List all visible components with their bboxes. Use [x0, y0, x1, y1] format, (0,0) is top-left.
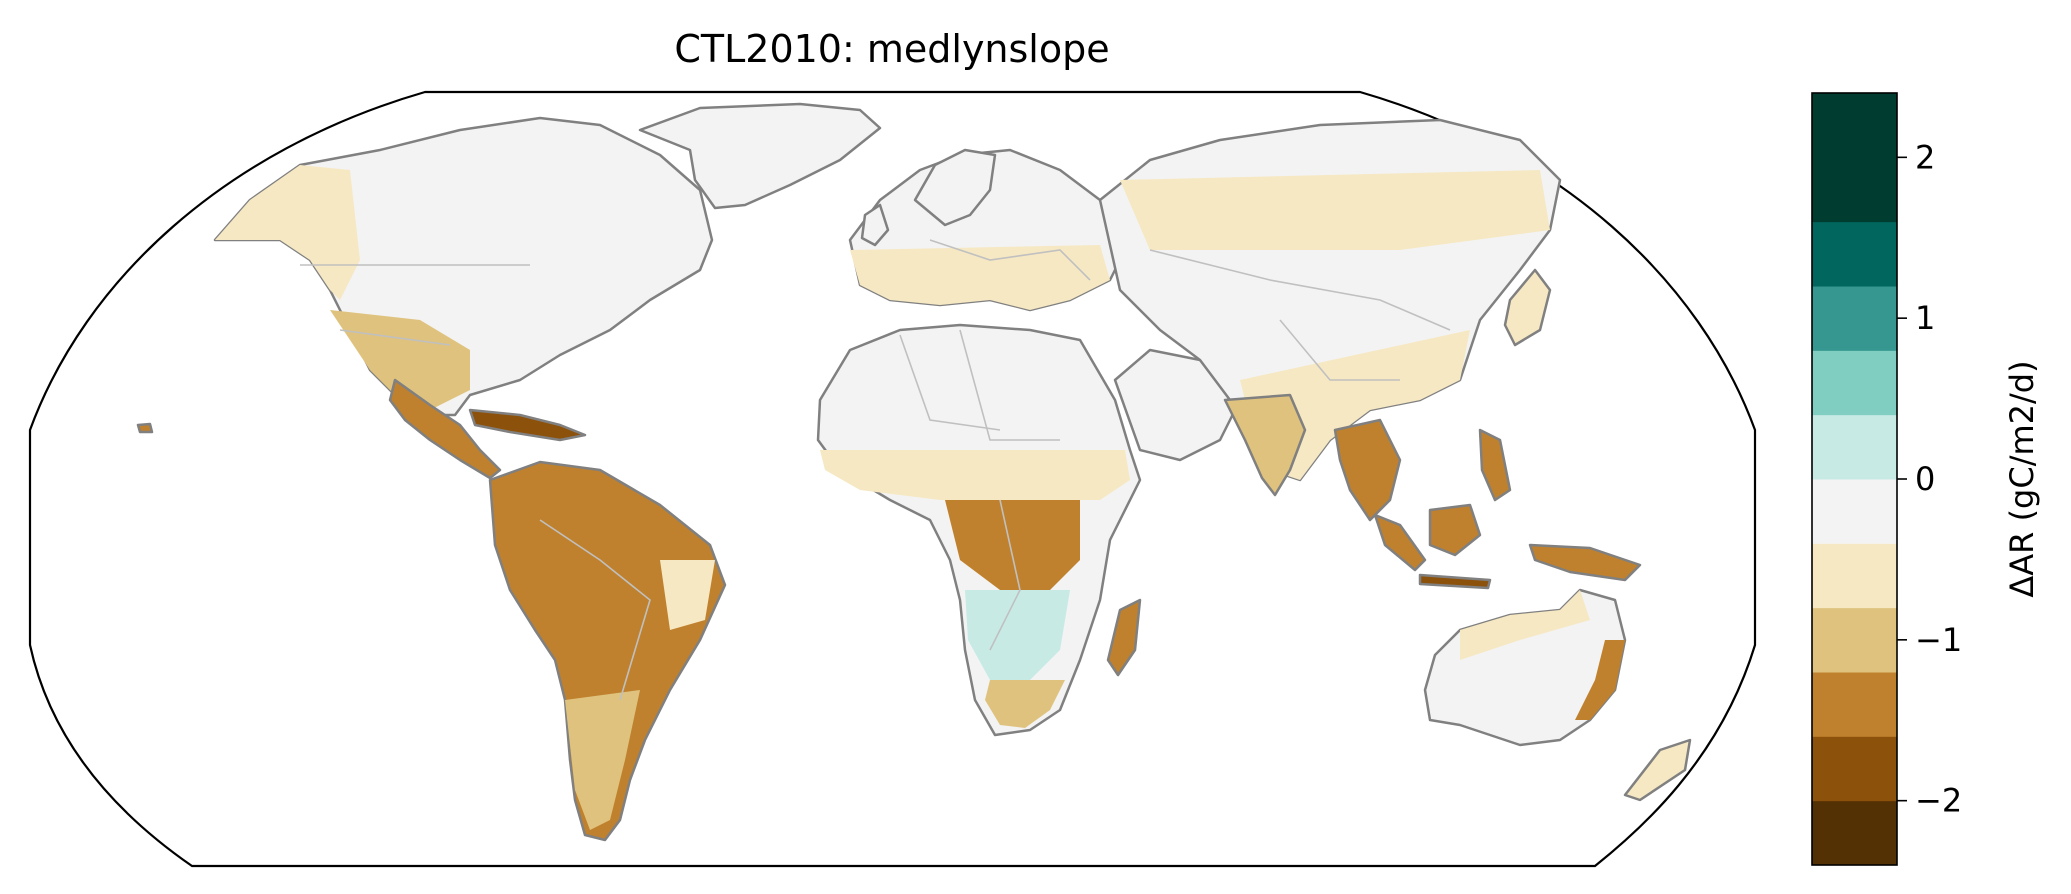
africa-sahel — [820, 450, 1130, 500]
colorbar-ticks: −2 −1 0 1 2 — [1897, 138, 1962, 820]
border-asia-central — [1149, 249, 1451, 331]
border-africa-central — [989, 499, 1021, 651]
country-borders — [300, 239, 1451, 701]
indonesia-sumatra — [1373, 513, 1427, 572]
map-panel — [28, 90, 1757, 868]
africa-south-tropics — [965, 590, 1070, 680]
border-europe — [929, 239, 1091, 281]
colorbar: −2 −1 0 1 2 ΔAR (gC/m2/d) — [1811, 92, 2041, 866]
colorbar-segment — [1812, 672, 1897, 737]
border-africa-north — [959, 329, 1060, 441]
colorbar-segment — [1812, 543, 1897, 609]
colorbar-segment — [1812, 286, 1897, 351]
border-asia-china — [1279, 319, 1400, 381]
mexico-central-america — [388, 378, 502, 480]
australia-east-coast — [1575, 640, 1625, 720]
africa-congo — [945, 500, 1080, 590]
asia-steppe — [1120, 170, 1550, 250]
colorbar-segment — [1812, 157, 1897, 223]
colorbar-segment — [1812, 414, 1897, 480]
colorbar-tick-label: 2 — [1915, 138, 1935, 176]
madagascar — [1106, 598, 1142, 677]
north-america-dry-west — [215, 165, 360, 300]
south-america-east — [660, 560, 715, 630]
colorbar-segment — [1812, 350, 1897, 416]
uk — [860, 203, 890, 247]
greenland — [638, 102, 882, 210]
new-zealand — [1623, 738, 1692, 802]
colorbar-label: ΔAR (gC/m2/d) — [2003, 360, 2041, 597]
colorbar-segment — [1812, 607, 1897, 673]
south-america-south — [565, 690, 640, 830]
colorbar-tick-label: 1 — [1915, 299, 1935, 337]
southeast-asia — [1333, 418, 1402, 522]
japan — [1503, 268, 1552, 347]
colorbar-segments — [1812, 93, 1897, 866]
land-layer — [136, 102, 1692, 842]
indonesia-borneo — [1428, 503, 1482, 557]
colorbar-segment — [1812, 221, 1897, 287]
colorbar-tick-label: −2 — [1915, 782, 1962, 820]
colorbar-tick-label: −1 — [1915, 621, 1962, 659]
hawaii — [136, 422, 154, 434]
indonesia-java — [1418, 573, 1492, 590]
australia-north — [1460, 590, 1590, 660]
new-guinea — [1528, 543, 1642, 582]
border-usa-mexico — [339, 329, 451, 346]
map-title: CTL2010: medlynslope — [674, 27, 1109, 71]
caribbean-islands — [468, 408, 587, 442]
border-south-america — [539, 519, 651, 701]
colorbar-segment — [1812, 736, 1897, 802]
europe-south — [850, 245, 1110, 310]
philippines — [1478, 428, 1512, 502]
arabia — [1113, 348, 1242, 462]
south-america — [488, 460, 727, 842]
border-africa-west — [899, 334, 1001, 431]
scandinavia — [913, 148, 997, 227]
colorbar-segment — [1812, 800, 1897, 866]
africa-south-tip — [985, 680, 1065, 728]
india — [1223, 393, 1307, 497]
colorbar-tick-label: 0 — [1915, 460, 1935, 498]
north-america-dry-south — [330, 310, 470, 410]
colorbar-segment — [1812, 479, 1897, 544]
colorbar-segment — [1812, 93, 1897, 158]
